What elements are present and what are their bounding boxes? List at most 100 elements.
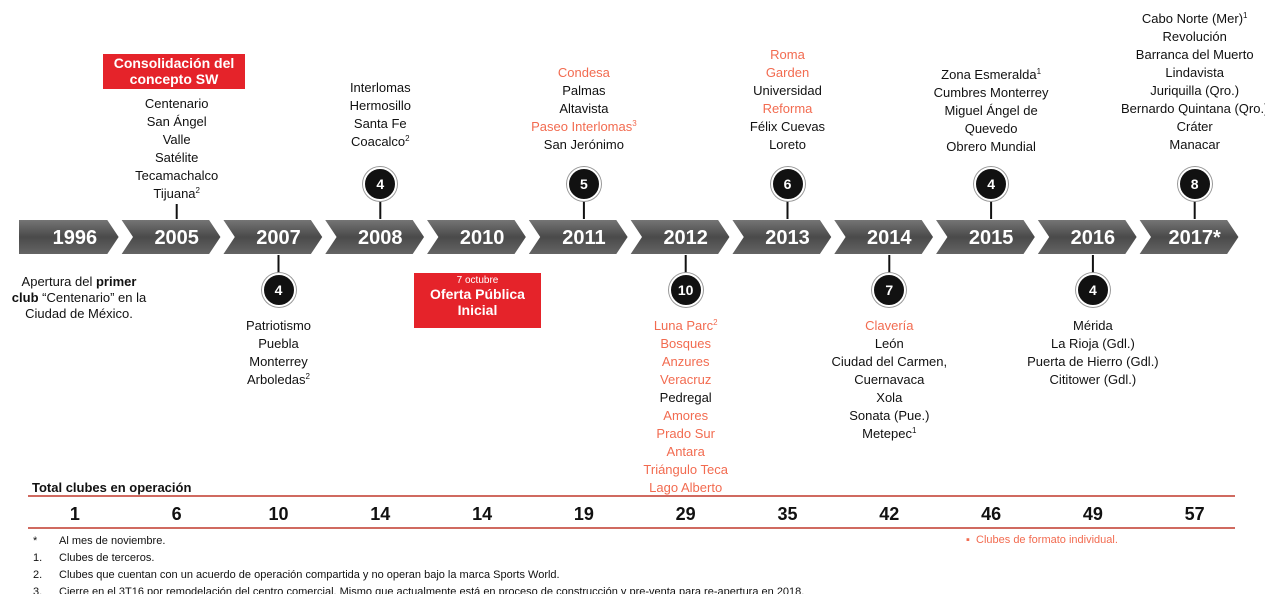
club-name: Zona Esmeralda — [941, 67, 1037, 82]
club-name: Monterrey — [249, 354, 308, 369]
year-label: 2015 — [969, 227, 1014, 249]
club-name: Miguel Ángel de Quevedo — [944, 103, 1038, 136]
year-arrow — [423, 218, 529, 256]
club-note: 3 — [632, 119, 637, 128]
club-name: Altavista — [559, 101, 609, 116]
club-item: Xola — [789, 389, 989, 407]
ipo-date: 7 octubre — [456, 275, 499, 286]
year-arrow — [17, 218, 122, 256]
club-name: San Jerónimo — [543, 137, 624, 152]
count-circle: 10 — [668, 273, 703, 307]
club-item: Interlomas — [280, 79, 480, 97]
club-item: Mérida — [993, 317, 1193, 335]
highlight-box: Consolidación del concepto SW — [103, 54, 245, 89]
club-name: Luna Parc — [653, 318, 714, 333]
club-list: Roma Garden Universidad Reforma Félix Cuevas… — [688, 46, 888, 154]
club-name: Lago Alberto — [649, 480, 723, 495]
total-clubs: 14 — [370, 504, 391, 524]
club-note: 2 — [305, 372, 310, 381]
club-note: 2 — [713, 318, 718, 327]
club-item: Reforma — [688, 100, 888, 118]
club-item: Félix Cuevas — [688, 118, 888, 136]
club-item: Condesa — [484, 64, 684, 82]
desc-bold: primer club — [11, 274, 137, 305]
club-name: Barranca del Muerto — [1135, 47, 1254, 62]
club-name: Garden — [765, 65, 810, 80]
club-item: Miguel Ángel de Quevedo — [927, 102, 1055, 138]
year-arrow — [525, 218, 631, 256]
club-list: Patriotismo Puebla Monterrey Arboledas2 — [179, 317, 379, 389]
club-item: San Jerónimo — [484, 136, 684, 154]
club-item: Loreto — [688, 136, 888, 154]
club-item: Puerta de Hierro (Gdl.) — [993, 353, 1193, 371]
club-name: Xola — [876, 390, 903, 405]
club-name: León — [874, 336, 904, 351]
footnote-text: Clubes que cuentan con un acuerdo de ope… — [59, 569, 560, 581]
club-name: Metepec — [862, 426, 912, 441]
club-item: Manacar — [1095, 136, 1265, 154]
club-name: Satélite — [155, 150, 199, 165]
total-clubs: 19 — [573, 504, 594, 524]
year-label: 2012 — [663, 227, 708, 249]
year-label: 2008 — [358, 227, 403, 249]
count-circle: 8 — [1177, 167, 1212, 201]
totals-label: Total clubes en operación — [32, 480, 192, 495]
club-item: Prado Sur — [586, 425, 786, 443]
club-name: Bosques — [660, 336, 711, 351]
count-circle: 4 — [1075, 273, 1110, 307]
year-label: 2013 — [765, 227, 810, 249]
club-note: 1 — [1036, 67, 1042, 76]
club-item: Paseo Interlomas3 — [484, 118, 684, 136]
club-name: Valle — [162, 132, 191, 147]
footnote-mark: 1. — [33, 552, 43, 564]
total-clubs: 6 — [171, 504, 182, 524]
club-list: Clavería León Ciudad del Carmen, Cuernavaca… — [789, 317, 989, 443]
club-note: 2 — [405, 134, 410, 143]
club-item: Barranca del Muerto — [1095, 46, 1265, 64]
description: Apertura del primer club “Centenario” en… — [8, 274, 150, 322]
club-name: Patriotismo — [245, 318, 312, 333]
club-item: Sonata (Pue.) — [789, 407, 989, 425]
year-arrow — [728, 218, 834, 256]
club-item: Juriquilla (Qro.) — [1095, 82, 1265, 100]
club-item: Bosques — [586, 335, 786, 353]
club-name: Ciudad del Carmen, — [831, 354, 948, 369]
club-name: Condesa — [557, 65, 610, 80]
year-label: 2016 — [1071, 227, 1116, 249]
club-name: Lindavista — [1165, 65, 1224, 80]
club-item: Metepec1 — [789, 425, 989, 443]
club-item: Lindavista — [1095, 64, 1265, 82]
club-name: Santa Fe — [353, 116, 407, 131]
club-item: Arboledas2 — [179, 371, 379, 389]
club-name: Cumbres Monterrey — [933, 85, 1049, 100]
club-name: Universidad — [753, 83, 822, 98]
club-item: Obrero Mundial — [927, 138, 1055, 156]
total-clubs: 49 — [1082, 504, 1103, 524]
club-item: Satélite — [77, 149, 277, 167]
club-item: Palmas — [484, 82, 684, 100]
count-circle: 6 — [770, 167, 805, 201]
club-name: Clavería — [865, 318, 914, 333]
club-item: Santa Fe — [280, 115, 480, 133]
club-item: Cititower (Gdl.) — [993, 371, 1193, 389]
club-name: Juriquilla (Qro.) — [1150, 83, 1240, 98]
club-item: Veracruz — [586, 371, 786, 389]
club-name: Antara — [666, 444, 705, 459]
club-item: San Ángel — [77, 113, 277, 131]
club-item: Universidad — [688, 82, 888, 100]
club-item: Valle — [77, 131, 277, 149]
club-item: Cabo Norte (Mer)1 — [1095, 10, 1265, 28]
year-label: 2005 — [154, 227, 199, 249]
club-name: Cráter — [1176, 119, 1213, 134]
club-name: Cititower (Gdl.) — [1049, 372, 1137, 387]
club-name: Reforma — [762, 101, 813, 116]
club-item: Coacalco2 — [280, 133, 480, 151]
desc-text: “Centenario” en la Ciudad de México. — [25, 290, 147, 321]
ipo-title: Oferta Pública Inicial — [430, 286, 525, 318]
club-name: Tecamachalco — [135, 168, 219, 183]
club-item: Cuernavaca — [789, 371, 989, 389]
club-item: Tijuana2 — [77, 185, 277, 203]
total-clubs: 57 — [1184, 504, 1205, 524]
club-name: Palmas — [562, 83, 606, 98]
